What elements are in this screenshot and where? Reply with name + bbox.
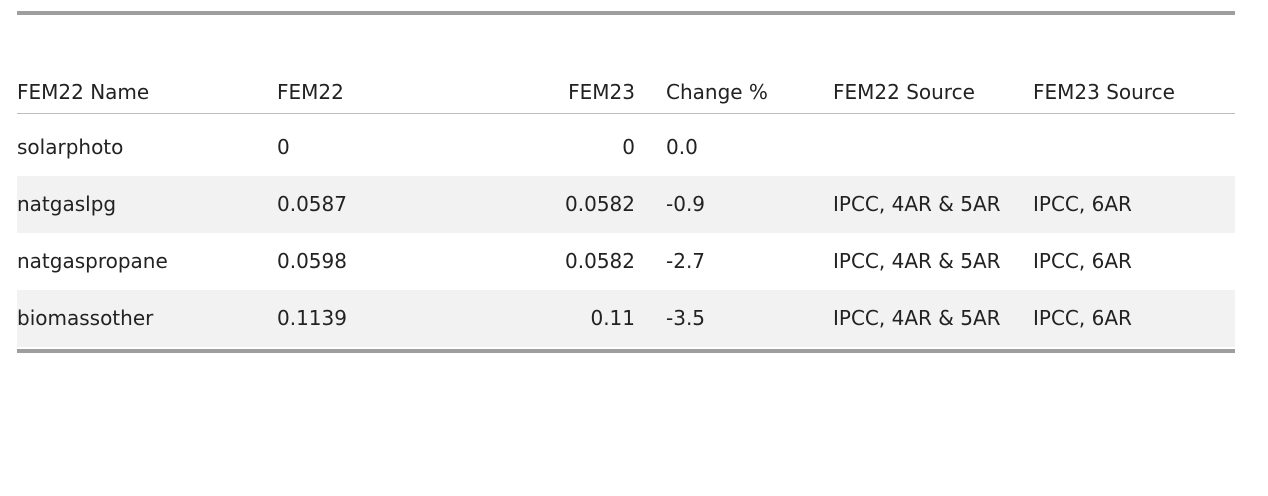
cell-change: -2.7: [666, 249, 706, 273]
cell-fem22: 0.0587: [277, 192, 347, 216]
header-fem23-source: FEM23 Source: [1033, 15, 1235, 114]
comparison-table: FEM22 Name FEM22 FEM23 Change % FEM22 So…: [17, 15, 1235, 347]
cell-fem23: 0: [622, 135, 635, 159]
cell-name: solarphoto: [17, 135, 124, 159]
table-row: biomassother 0.1139 0.11 -3.5 IPCC, 4AR …: [17, 290, 1235, 347]
cell-name: natgaslpg: [17, 192, 117, 216]
header-fem22-source: FEM22 Source: [833, 15, 1033, 114]
table-row: natgaspropane 0.0598 0.0582 -2.7 IPCC, 4…: [17, 233, 1235, 290]
table-row: solarphoto 0 0 0.0: [17, 113, 1235, 177]
cell-change: -3.5: [666, 306, 706, 330]
data-table-container: FEM22 Name FEM22 FEM23 Change % FEM22 So…: [17, 0, 1235, 353]
cell-fem22: 0.1139: [277, 306, 347, 330]
cell-fem22-source: IPCC, 4AR & 5AR: [833, 249, 1001, 273]
cell-fem23-source: [1033, 114, 1235, 177]
cell-fem23-source: IPCC, 6AR: [1033, 249, 1132, 273]
header-fem23: FEM23: [447, 15, 649, 114]
cell-fem23: 0.0582: [565, 249, 635, 273]
cell-name: natgaspropane: [17, 249, 168, 273]
cell-change: 0.0: [666, 135, 698, 159]
cell-fem22-source: IPCC, 4AR & 5AR: [833, 306, 1001, 330]
cell-fem22: 0: [277, 135, 290, 159]
table-bottom-rule: [17, 349, 1235, 353]
cell-fem23-source: IPCC, 6AR: [1033, 306, 1132, 330]
cell-fem23: 0.11: [590, 306, 635, 330]
cell-fem22-source: IPCC, 4AR & 5AR: [833, 192, 1001, 216]
cell-fem22: 0.0598: [277, 249, 347, 273]
header-fem22-name: FEM22 Name: [17, 15, 277, 114]
cell-change: -0.9: [666, 192, 706, 216]
cell-fem22-source: [833, 114, 1033, 177]
cell-fem23-source: IPCC, 6AR: [1033, 192, 1132, 216]
header-fem22: FEM22: [277, 15, 447, 114]
table-header-row: FEM22 Name FEM22 FEM23 Change % FEM22 So…: [17, 15, 1235, 114]
table-row: natgaslpg 0.0587 0.0582 -0.9 IPCC, 4AR &…: [17, 176, 1235, 233]
header-change: Change %: [649, 15, 833, 114]
table-top-rule: [17, 11, 1235, 15]
cell-fem23: 0.0582: [565, 192, 635, 216]
cell-name: biomassother: [17, 306, 154, 330]
